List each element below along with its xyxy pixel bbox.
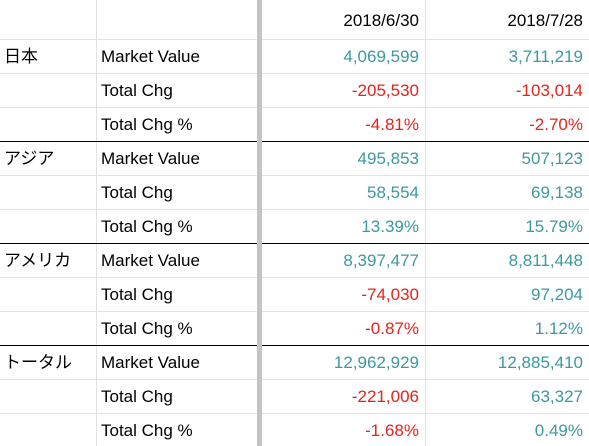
value-cell: 13.39%: [361, 217, 419, 236]
value-cell: 97,204: [531, 285, 583, 304]
region-label: アメリカ: [4, 251, 72, 270]
row-border: [0, 379, 589, 380]
region-label: アジア: [4, 149, 55, 168]
row-border: [0, 209, 589, 210]
row-border: [0, 413, 589, 414]
value-cell: -205,530: [351, 81, 419, 100]
freeze-divider: [257, 0, 262, 446]
value-cell: 1.12%: [534, 319, 583, 338]
row-border: [0, 73, 589, 74]
row-label: Total Chg %: [101, 217, 193, 236]
value-cell: 69,138: [531, 183, 583, 202]
value-cell: 63,327: [531, 387, 583, 406]
row-border: [0, 311, 589, 312]
group-border: [0, 141, 589, 142]
value-cell: -4.81%: [365, 115, 419, 134]
column-border: [425, 0, 426, 446]
row-border: [0, 277, 589, 278]
row-border: [0, 39, 589, 40]
column-border: [96, 0, 97, 446]
value-cell: -0.87%: [365, 319, 419, 338]
value-cell: 4,069,599: [343, 47, 419, 66]
value-cell: 507,123: [521, 149, 583, 168]
column-header: 2018/7/28: [507, 11, 583, 30]
row-label: Total Chg %: [101, 421, 193, 440]
value-cell: -221,006: [351, 387, 419, 406]
group-border: [0, 345, 589, 346]
value-cell: -1.68%: [365, 421, 419, 440]
region-label: トータル: [4, 353, 72, 372]
row-label: Market Value: [101, 149, 200, 168]
region-label: 日本: [4, 47, 38, 66]
row-label: Total Chg: [101, 81, 173, 100]
group-border: [0, 243, 589, 244]
row-label: Market Value: [101, 353, 200, 372]
row-label: Total Chg: [101, 183, 173, 202]
row-label: Total Chg %: [101, 319, 193, 338]
row-label: Total Chg: [101, 285, 173, 304]
row-label: Total Chg %: [101, 115, 193, 134]
row-label: Market Value: [101, 251, 200, 270]
row-border: [0, 107, 589, 108]
value-cell: 58,554: [367, 183, 419, 202]
value-cell: 3,711,219: [508, 47, 583, 66]
value-cell: 15.79%: [525, 217, 583, 236]
value-cell: 8,397,477: [343, 251, 419, 270]
row-label: Market Value: [101, 47, 200, 66]
value-cell: 8,811,448: [508, 251, 583, 270]
column-header: 2018/6/30: [343, 11, 419, 30]
value-cell: -103,014: [515, 81, 583, 100]
value-cell: -74,030: [361, 285, 419, 304]
value-cell: -2.70%: [529, 115, 583, 134]
value-cell: 495,853: [357, 149, 419, 168]
value-cell: 12,962,929: [333, 353, 419, 372]
value-cell: 12,885,410: [497, 353, 583, 372]
row-border: [0, 175, 589, 176]
row-label: Total Chg: [101, 387, 173, 406]
value-cell: 0.49%: [534, 421, 583, 440]
